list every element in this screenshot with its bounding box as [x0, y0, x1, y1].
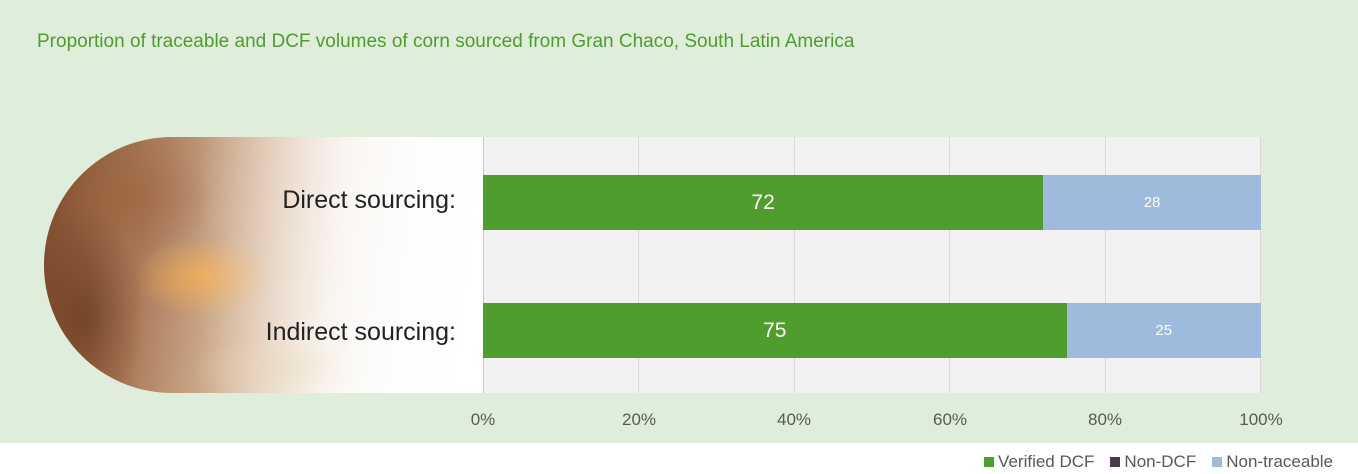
chart-panel: Proportion of traceable and DCF volumes …	[0, 0, 1358, 443]
x-tick-60: 60%	[932, 410, 968, 429]
x-tick-20: 20%	[621, 410, 657, 429]
legend-swatch-verified	[984, 457, 995, 467]
x-tick-100: 100%	[1239, 410, 1283, 429]
bar-non-traceable-1: 25	[1066, 303, 1261, 358]
legend-item-non-dcf: Non-DCF	[1110, 452, 1196, 472]
data-label-verified-1: 75	[763, 318, 787, 342]
category-label-indirect: Indirect sourcing:	[265, 318, 456, 346]
corn-photo	[44, 137, 484, 393]
data-label-non-traceable-1: 25	[1155, 322, 1173, 339]
legend-label-non-dcf: Non-DCF	[1124, 452, 1197, 471]
legend-swatch-non-dcf	[1110, 457, 1121, 467]
x-tick-80: 80%	[1087, 410, 1123, 429]
legend-label-non-traceable: Non-traceable	[1226, 452, 1333, 471]
x-tick-0: 0%	[470, 410, 496, 429]
data-label-non-traceable-0: 28	[1143, 194, 1161, 211]
legend-label-verified: Verified DCF	[998, 452, 1095, 471]
plot-area: 72 28 75 25	[483, 137, 1261, 393]
gridline-20	[638, 137, 639, 393]
gridline-40	[794, 137, 795, 393]
data-label-verified-0: 72	[751, 190, 775, 214]
category-label-direct: Direct sourcing:	[282, 186, 456, 214]
bar-verified-1: 75	[483, 303, 1067, 358]
chart-title: Proportion of traceable and DCF volumes …	[37, 31, 855, 52]
legend: Verified DCF Non-DCF Non-traceable	[984, 452, 1333, 472]
gridline-60	[949, 137, 950, 393]
y-axis-line	[483, 137, 484, 393]
legend-swatch-non-traceable	[1212, 457, 1223, 467]
gridline-80	[1105, 137, 1106, 393]
legend-item-non-traceable: Non-traceable	[1212, 452, 1333, 472]
gridline-100	[1260, 137, 1261, 393]
legend-item-verified: Verified DCF	[984, 452, 1094, 472]
x-tick-40: 40%	[776, 410, 812, 429]
bar-verified-0: 72	[483, 175, 1044, 230]
bar-non-traceable-0: 28	[1043, 175, 1261, 230]
